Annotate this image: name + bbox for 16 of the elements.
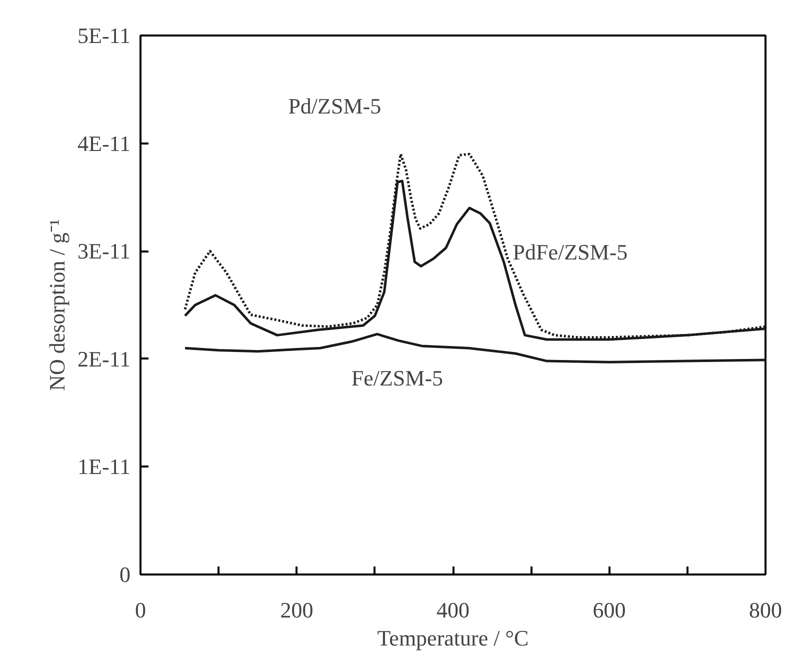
x-tick-label: 200 (280, 598, 314, 622)
series-label: Fe/ZSM-5 (351, 366, 444, 391)
y-tick-label: 5E-11 (78, 23, 131, 48)
x-tick-label: 400 (436, 598, 470, 622)
x-tick-label: 800 (749, 598, 782, 622)
y-tick-label: 2E-11 (78, 346, 131, 372)
x-axis-title: Temperature / °C (377, 626, 529, 650)
y-tick-label: 4E-11 (78, 130, 131, 156)
series-label: Pd/ZSM-5 (288, 94, 382, 119)
y-axis-title: NO desorption / g⁻¹ (44, 219, 70, 391)
y-tick-label: 3E-11 (78, 238, 131, 264)
y-tick-label: 0 (120, 562, 130, 587)
y-tick-label: 1E-11 (78, 454, 131, 480)
x-tick-label: 600 (592, 598, 626, 622)
line-series (184, 332, 766, 364)
series-label: PdFe/ZSM-5 (512, 240, 628, 265)
